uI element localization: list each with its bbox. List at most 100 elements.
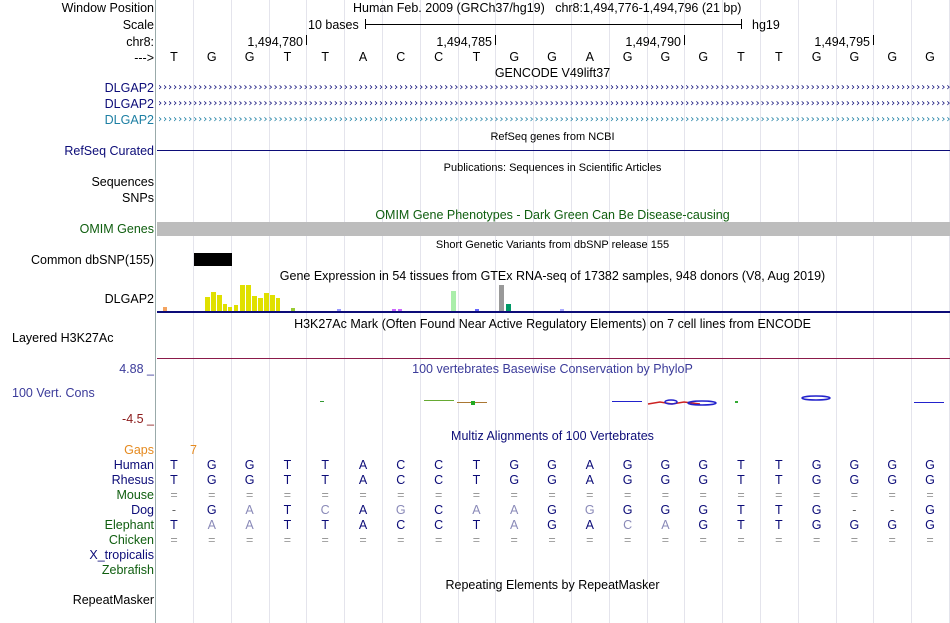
gencode-transcript-3[interactable]: ››››››››››››››››››››››››››››››››››››››››… bbox=[157, 115, 950, 125]
alignment-base: = bbox=[661, 488, 670, 502]
alignment-base: A bbox=[510, 518, 519, 532]
alignment-base: T bbox=[774, 503, 783, 517]
refseq-curated-label[interactable]: RefSeq Curated bbox=[64, 144, 154, 158]
species-label[interactable]: Chicken bbox=[108, 533, 154, 547]
alignment-base: = bbox=[359, 488, 367, 502]
gencode-transcript-1[interactable]: ››››››››››››››››››››››››››››››››››››››››… bbox=[157, 83, 950, 93]
alignment-base: G bbox=[849, 458, 860, 472]
alignment-base: G bbox=[584, 503, 595, 517]
gencode-track-title[interactable]: GENCODE V49lift37 bbox=[494, 66, 611, 80]
alignment-base: = bbox=[170, 533, 178, 547]
sequence-base: G bbox=[547, 50, 557, 64]
alignment-base: T bbox=[737, 503, 745, 517]
alignment-base: = bbox=[434, 533, 443, 547]
alignment-base: G bbox=[660, 503, 671, 517]
gaps-label[interactable]: Gaps bbox=[124, 443, 154, 457]
alignment-base: G bbox=[849, 473, 860, 487]
gencode-gene-label-3[interactable]: DLGAP2 bbox=[104, 113, 154, 127]
coordinate-tick bbox=[495, 35, 496, 45]
h3k27ac-label[interactable]: Layered H3K27Ac bbox=[12, 331, 114, 345]
alignment-base: G bbox=[509, 458, 520, 472]
repeatmasker-track-title[interactable]: Repeating Elements by RepeatMasker bbox=[445, 578, 660, 592]
species-label[interactable]: Mouse bbox=[116, 488, 154, 502]
alignment-base: T bbox=[321, 458, 329, 472]
alignment-base: G bbox=[244, 458, 255, 472]
species-label[interactable]: Rhesus bbox=[111, 473, 154, 487]
gencode-gene-label-2[interactable]: DLGAP2 bbox=[104, 97, 154, 111]
alignment-base: A bbox=[358, 518, 368, 532]
base-grid-line bbox=[344, 0, 345, 623]
position-text: Human Feb. 2009 (GRCh37/hg19) chr8:1,494… bbox=[353, 1, 742, 15]
alignment-base: = bbox=[623, 533, 632, 547]
phylop-max-label: 4.88 _ bbox=[119, 362, 154, 376]
alignment-base: = bbox=[283, 488, 292, 502]
alignment-base: - bbox=[852, 503, 857, 517]
alignment-base: A bbox=[358, 503, 368, 517]
publications-sequences-label[interactable]: Sequences bbox=[91, 175, 154, 189]
alignment-base: T bbox=[321, 473, 329, 487]
alignment-base: = bbox=[397, 533, 405, 547]
alignment-base: G bbox=[660, 473, 671, 487]
sequence-base: T bbox=[283, 50, 292, 64]
dbsnp-label[interactable]: Common dbSNP(155) bbox=[31, 253, 154, 267]
alignment-base: A bbox=[358, 458, 368, 472]
alignment-base: G bbox=[395, 503, 406, 517]
sequence-base: G bbox=[811, 50, 822, 64]
coordinate-tick bbox=[684, 35, 685, 45]
alignment-base: G bbox=[547, 503, 557, 517]
alignment-base: G bbox=[811, 458, 822, 472]
phylop-label[interactable]: 100 Vert. Cons bbox=[12, 386, 95, 400]
dbsnp-track-title[interactable]: Short Genetic Variants from dbSNP releas… bbox=[435, 239, 670, 251]
alignment-base: C bbox=[396, 518, 406, 532]
alignment-base: = bbox=[775, 488, 783, 502]
alignment-base: C bbox=[396, 473, 406, 487]
alignment-base: T bbox=[170, 458, 178, 472]
alignment-base: = bbox=[888, 488, 896, 502]
dbsnp-variant-marker[interactable] bbox=[194, 253, 232, 266]
alignment-base: T bbox=[283, 473, 292, 487]
refseq-track-title[interactable]: RefSeq genes from NCBI bbox=[490, 131, 615, 143]
scale-bar-left-tick bbox=[365, 19, 366, 29]
alignment-base: = bbox=[170, 488, 178, 502]
gtex-gene-label[interactable]: DLGAP2 bbox=[104, 292, 154, 306]
omim-gene-bar[interactable] bbox=[157, 222, 950, 236]
alignment-base: G bbox=[206, 458, 217, 472]
refseq-gene-line[interactable] bbox=[157, 150, 950, 151]
gencode-gene-label-1[interactable]: DLGAP2 bbox=[104, 81, 154, 95]
multiz-track-title[interactable]: Multiz Alignments of 100 Vertebrates bbox=[451, 429, 654, 443]
base-grid-line bbox=[873, 0, 874, 623]
publications-track-title[interactable]: Publications: Sequences in Scientific Ar… bbox=[443, 162, 662, 174]
gencode-transcript-2[interactable]: ››››››››››››››››››››››››››››››››››››››››… bbox=[157, 99, 950, 109]
base-grid-line bbox=[420, 0, 421, 623]
species-label[interactable]: X_tropicalis bbox=[89, 548, 154, 562]
alignment-base: T bbox=[737, 458, 745, 472]
alignment-base: G bbox=[925, 503, 935, 517]
label-track-divider[interactable] bbox=[155, 0, 156, 623]
sequence-base: G bbox=[698, 50, 709, 64]
base-grid-line bbox=[231, 0, 232, 623]
alignment-base: G bbox=[622, 473, 633, 487]
alignment-base: T bbox=[283, 518, 292, 532]
h3k27ac-baseline bbox=[157, 358, 950, 359]
gtex-track-title[interactable]: Gene Expression in 54 tissues from GTEx … bbox=[279, 269, 826, 283]
alignment-base: G bbox=[698, 503, 709, 517]
omim-track-title[interactable]: OMIM Gene Phenotypes - Dark Green Can Be… bbox=[375, 208, 730, 222]
alignment-base: = bbox=[208, 488, 216, 502]
alignment-base: G bbox=[698, 473, 709, 487]
publications-snps-label[interactable]: SNPs bbox=[122, 191, 154, 205]
species-label[interactable]: Zebrafish bbox=[101, 563, 154, 577]
h3k27ac-track-title[interactable]: H3K27Ac Mark (Often Found Near Active Re… bbox=[294, 317, 811, 331]
phylop-track-title[interactable]: 100 vertebrates Basewise Conservation by… bbox=[412, 362, 693, 376]
repeatmasker-label[interactable]: RepeatMasker bbox=[72, 593, 154, 607]
base-grid-line bbox=[533, 0, 534, 623]
alignment-base: C bbox=[434, 458, 444, 472]
species-label[interactable]: Elephant bbox=[104, 518, 154, 532]
species-label[interactable]: Dog bbox=[131, 503, 154, 517]
alignment-base: C bbox=[396, 458, 406, 472]
omim-genes-label[interactable]: OMIM Genes bbox=[79, 222, 154, 236]
alignment-base: G bbox=[660, 458, 671, 472]
alignment-base: T bbox=[737, 473, 745, 487]
alignment-base: = bbox=[472, 488, 481, 502]
alignment-base: T bbox=[170, 518, 178, 532]
species-label[interactable]: Human bbox=[113, 458, 154, 472]
